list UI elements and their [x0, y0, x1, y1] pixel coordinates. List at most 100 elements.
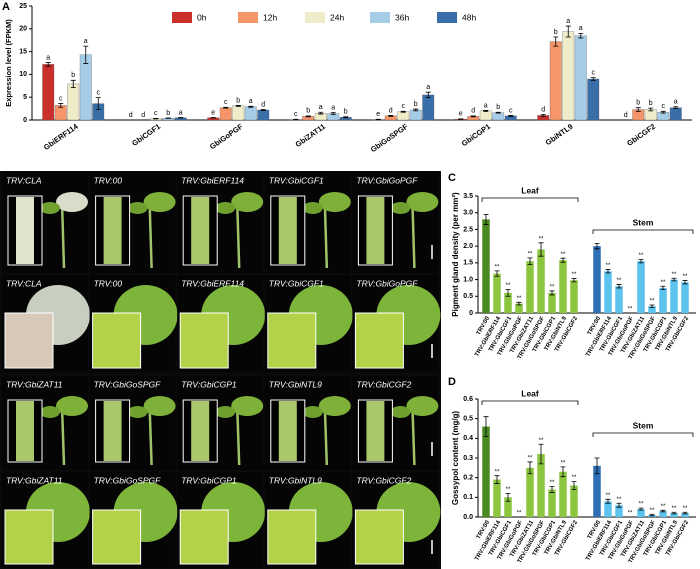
y-tick-label: 0 — [469, 310, 473, 317]
inset-frame — [267, 509, 317, 565]
bar — [537, 249, 545, 313]
significance-letter: b — [344, 109, 348, 116]
bar — [548, 292, 556, 313]
bar — [232, 105, 245, 121]
x-tick-label: GbiCGP1 — [460, 122, 492, 148]
legend-label: 12h — [263, 12, 277, 22]
y-tick-label: 0.2 — [463, 475, 473, 482]
photo-label: TRV:GbiZAT11 — [6, 379, 63, 389]
significance-letter: c — [509, 107, 513, 114]
error-bar — [682, 280, 688, 285]
error-bar — [671, 511, 677, 515]
significance-letter: d — [471, 108, 475, 115]
error-bar — [538, 443, 544, 465]
significance-letter: b — [236, 97, 240, 104]
photo-label: TRV:GbiNTL9 — [269, 475, 322, 485]
leaf — [390, 202, 411, 214]
photo-label: TRV:GbiGoSPGF — [94, 475, 162, 485]
error-bar — [549, 290, 555, 296]
significance-mark: ** — [672, 272, 677, 278]
significance-mark: ** — [683, 274, 688, 280]
error-bar — [505, 289, 511, 297]
panel-label: A — [2, 1, 10, 13]
bar — [537, 454, 545, 517]
legend-label: 0h — [197, 12, 207, 22]
bar — [604, 501, 612, 517]
y-tick-label: 0.5 — [463, 293, 473, 300]
error-bar — [495, 111, 501, 114]
stem-closeup — [16, 197, 34, 264]
plant — [235, 405, 241, 466]
leaf — [143, 396, 176, 416]
error-bar — [616, 502, 622, 508]
significance-mark: ** — [539, 438, 544, 444]
error-bar — [388, 115, 394, 117]
plant — [60, 405, 66, 466]
significance-mark: ** — [628, 511, 633, 517]
significance-mark: ** — [517, 296, 522, 302]
leaf — [143, 192, 176, 212]
inset-frame — [4, 509, 54, 565]
bar — [648, 306, 656, 313]
significance-mark: ** — [517, 511, 522, 517]
bar — [409, 109, 422, 121]
error-bar — [553, 36, 559, 47]
y-tick-label: 0.3 — [463, 455, 473, 462]
inset-frame — [179, 509, 229, 565]
significance-mark: ** — [606, 263, 611, 269]
x-tick-label: GbiGoSPGF — [369, 122, 410, 154]
x-tick-label: GbiGoPGF — [208, 122, 245, 152]
bar — [79, 54, 92, 121]
y-tick-label: 10 — [19, 71, 27, 78]
significance-mark: ** — [528, 456, 533, 462]
error-bar — [660, 509, 666, 513]
significance-mark: ** — [572, 475, 577, 481]
error-bar — [483, 213, 489, 225]
error-bar — [318, 111, 324, 115]
significance-mark: ** — [561, 460, 566, 466]
error-bar — [95, 97, 101, 110]
bar — [397, 111, 410, 121]
significance-letter: a — [84, 38, 88, 45]
bar — [219, 107, 232, 121]
bar — [615, 286, 623, 313]
bar — [548, 489, 556, 517]
bar — [615, 505, 623, 517]
plant — [235, 201, 241, 269]
bar — [570, 280, 578, 313]
error-bar — [260, 109, 266, 111]
bar — [422, 94, 435, 121]
significance-letter: c — [592, 69, 596, 76]
significance-letter: c — [224, 99, 228, 106]
photo-label: TRV:00 — [94, 175, 123, 185]
error-bar — [605, 269, 611, 274]
error-bar — [400, 110, 406, 113]
bar — [493, 273, 501, 313]
significance-letter: d — [261, 101, 265, 108]
error-bar — [540, 114, 546, 117]
legend-label: 24h — [330, 12, 344, 22]
significance-letter: a — [249, 98, 253, 105]
significance-letter: b — [71, 72, 75, 79]
significance-mark: ** — [539, 236, 544, 242]
significance-letter: b — [636, 100, 640, 107]
y-tick-label: 0.0 — [463, 514, 473, 521]
error-bar — [425, 91, 431, 99]
significance-letter: b — [496, 104, 500, 111]
significance-letter: a — [426, 84, 430, 91]
error-bar — [560, 257, 566, 263]
photo-label: TRV:GbiGoPGF — [356, 278, 418, 288]
bar — [492, 112, 505, 121]
y-tick-label: 0.1 — [463, 494, 473, 501]
significance-mark: ** — [650, 508, 655, 514]
panel-label: C — [448, 172, 456, 184]
bar — [504, 497, 512, 517]
significance-letter: a — [579, 25, 583, 32]
y-axis-label: Pigment gland density (per mm²) — [451, 192, 460, 317]
photo-label: TRV:GbiCGP1 — [181, 379, 237, 389]
photo-label: TRV:GbiCGF1 — [269, 278, 324, 288]
photo-label: TRV:CLA — [6, 278, 42, 288]
y-tick-label: 15 — [19, 48, 27, 55]
stem-closeup — [366, 197, 385, 264]
